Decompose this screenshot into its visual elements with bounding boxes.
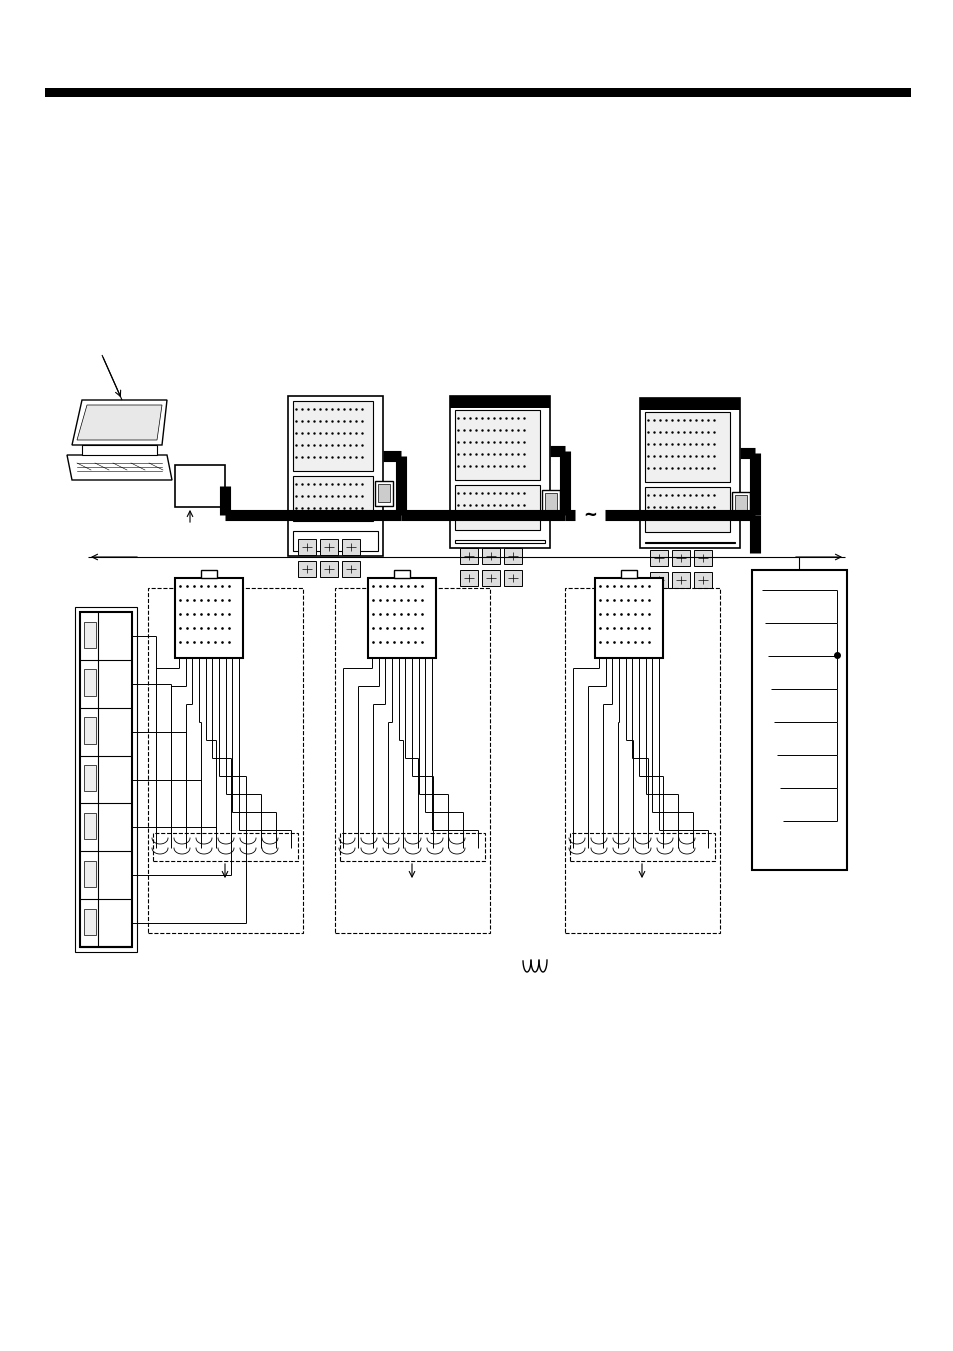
Bar: [450, 396, 550, 408]
Bar: [84, 909, 96, 935]
Bar: [297, 561, 315, 577]
Bar: [375, 481, 393, 507]
Bar: [394, 570, 410, 578]
Bar: [455, 409, 539, 480]
Bar: [319, 539, 337, 555]
Bar: [288, 396, 382, 557]
Bar: [649, 571, 667, 588]
Bar: [335, 588, 490, 934]
Bar: [368, 578, 436, 658]
Bar: [693, 571, 711, 588]
Bar: [377, 484, 390, 503]
Bar: [481, 549, 499, 563]
Bar: [569, 834, 714, 861]
Bar: [693, 550, 711, 566]
Polygon shape: [77, 405, 162, 440]
Bar: [148, 588, 303, 934]
Bar: [341, 539, 359, 555]
Bar: [293, 476, 373, 521]
Bar: [84, 717, 96, 743]
Bar: [84, 765, 96, 792]
Bar: [174, 465, 225, 507]
Bar: [503, 549, 521, 563]
Bar: [544, 493, 557, 511]
Bar: [84, 670, 96, 696]
Bar: [541, 490, 559, 515]
Bar: [671, 571, 689, 588]
Bar: [293, 401, 373, 471]
Bar: [734, 494, 746, 513]
Bar: [339, 834, 484, 861]
Bar: [731, 492, 749, 517]
Bar: [84, 861, 96, 888]
Bar: [639, 399, 740, 409]
Polygon shape: [67, 455, 172, 480]
Bar: [639, 399, 740, 549]
Bar: [45, 88, 910, 97]
Bar: [84, 813, 96, 839]
Bar: [455, 540, 544, 543]
Bar: [293, 531, 377, 551]
Bar: [450, 396, 550, 549]
Bar: [80, 612, 132, 947]
Bar: [481, 570, 499, 586]
Bar: [671, 550, 689, 566]
Bar: [341, 561, 359, 577]
Bar: [459, 570, 477, 586]
Bar: [459, 549, 477, 563]
Text: ~: ~: [582, 507, 597, 524]
Bar: [82, 444, 157, 455]
Bar: [503, 570, 521, 586]
Bar: [751, 570, 846, 870]
Bar: [174, 578, 243, 658]
Bar: [201, 570, 216, 578]
Bar: [644, 486, 729, 532]
Bar: [564, 588, 720, 934]
Bar: [620, 570, 637, 578]
Bar: [649, 550, 667, 566]
Bar: [297, 539, 315, 555]
Polygon shape: [71, 400, 167, 444]
Bar: [319, 561, 337, 577]
Bar: [152, 834, 297, 861]
Bar: [84, 621, 96, 648]
Bar: [75, 607, 137, 952]
Bar: [644, 412, 729, 482]
Bar: [455, 485, 539, 530]
Bar: [595, 578, 662, 658]
